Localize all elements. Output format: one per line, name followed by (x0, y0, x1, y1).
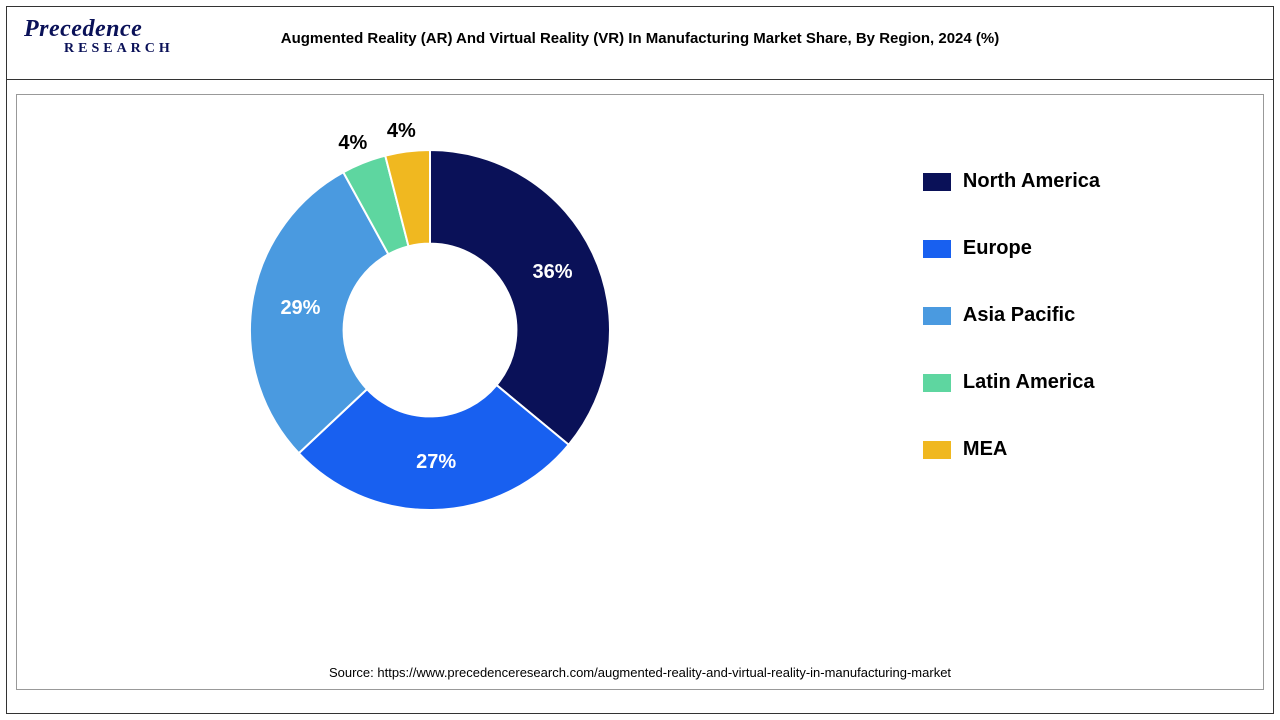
legend-item-4: MEA (923, 438, 1100, 461)
legend-label: North America (963, 170, 1100, 193)
legend-swatch (923, 240, 951, 258)
chart-title: Augmented Reality (AR) And Virtual Reali… (190, 30, 1090, 47)
legend-item-3: Latin America (923, 371, 1100, 394)
source-text: Source: https://www.precedenceresearch.c… (329, 665, 951, 680)
legend-swatch (923, 441, 951, 459)
donut-slice-0 (430, 150, 610, 445)
donut-chart: 36%27%29%4%4% (240, 140, 620, 520)
slice-label-1: 27% (416, 451, 456, 474)
slice-label-0: 36% (533, 261, 573, 284)
legend-label: Europe (963, 237, 1032, 260)
legend-label: Latin America (963, 371, 1095, 394)
slice-label-3: 4% (338, 132, 367, 155)
header-section: Precedence RESEARCH Augmented Reality (A… (6, 6, 1274, 80)
logo: Precedence RESEARCH (24, 16, 194, 57)
legend-swatch (923, 173, 951, 191)
logo-main: Precedence (24, 16, 194, 43)
legend-item-0: North America (923, 170, 1100, 193)
chart-area: 36% 27% 29% 4% 4% North America Europe Asia Pa… (20, 100, 1260, 660)
slice-label-2: 29% (280, 297, 320, 320)
legend-swatch (923, 307, 951, 325)
legend-label: Asia Pacific (963, 304, 1075, 327)
legend-label: MEA (963, 438, 1007, 461)
legend-swatch (923, 374, 951, 392)
legend-item-2: Asia Pacific (923, 304, 1100, 327)
logo-sub: RESEARCH (24, 41, 194, 57)
legend-item-1: Europe (923, 237, 1100, 260)
slice-label-4: 4% (387, 120, 416, 143)
legend: North America Europe Asia Pacific Latin Ame… (923, 170, 1100, 461)
